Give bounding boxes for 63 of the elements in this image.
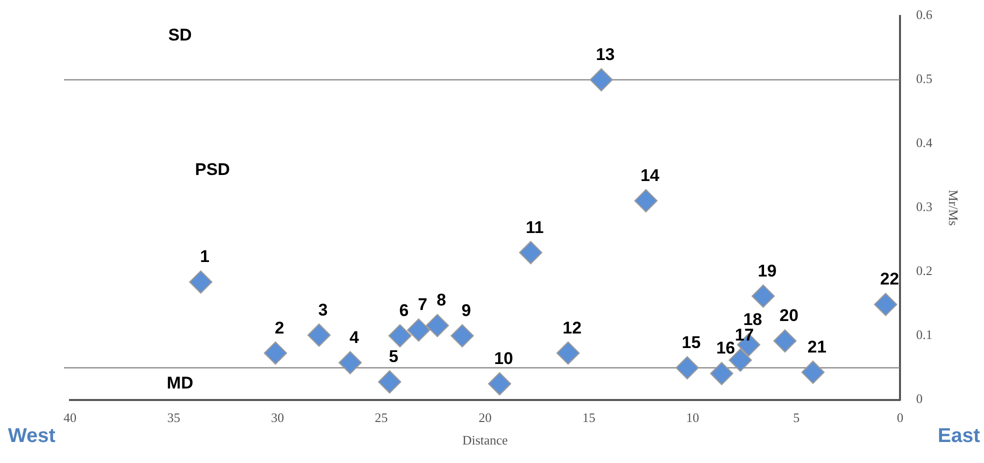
annotation: 8: [436, 290, 446, 310]
text: West: [8, 425, 56, 448]
point: [378, 370, 402, 394]
point: [450, 324, 474, 348]
x-tick-label: 5: [793, 410, 800, 426]
text: East: [938, 425, 980, 448]
point: [676, 356, 699, 380]
point: [307, 324, 331, 347]
x-axis-title: Distance: [462, 432, 508, 448]
annotation: 9: [462, 300, 471, 320]
annotation: 13: [596, 44, 615, 64]
point: [426, 314, 449, 338]
y-axis-title: Mr/Ms: [946, 190, 961, 226]
point: [556, 341, 580, 365]
x-tick-label: 0: [896, 410, 904, 426]
annotation: PSD: [195, 160, 230, 180]
y-tick-label: 0.1: [916, 327, 932, 342]
x-tick-label: 40: [64, 410, 76, 426]
annotation: 21: [808, 337, 826, 356]
point: [407, 318, 430, 342]
ref-line-label: SD: [168, 25, 192, 44]
annotation: 11: [526, 218, 544, 237]
annotation: 4: [349, 328, 360, 347]
annotation: 22: [880, 270, 900, 289]
x-tick-label: 25: [374, 410, 388, 426]
y-tick-label: 0.6: [916, 7, 933, 22]
annotation: 10: [494, 348, 514, 368]
annotation: 15: [682, 332, 701, 352]
x-tick-label: 10: [686, 410, 700, 426]
point: [264, 341, 288, 365]
y-tick-label: 0.3: [916, 199, 932, 214]
annotation: 3: [318, 300, 328, 320]
point: [519, 241, 542, 264]
y-tick-label: 0.2: [916, 263, 932, 278]
annotation: 7: [418, 295, 428, 314]
point: [773, 329, 797, 353]
annotation: 19: [758, 261, 777, 280]
point: [634, 189, 658, 212]
annotation: 5: [388, 347, 398, 366]
x-tick-label: 20: [478, 410, 492, 426]
point: [590, 68, 613, 92]
point: [710, 362, 734, 386]
y-tick-label: 0.5: [916, 71, 932, 86]
point: [338, 351, 362, 374]
annotation: 12: [562, 318, 582, 338]
point: [874, 292, 898, 316]
annotation: 2: [274, 318, 284, 338]
point: [388, 324, 412, 348]
annotation: 14: [640, 166, 660, 185]
annotation: 6: [399, 300, 409, 320]
annotation: 16: [716, 338, 736, 358]
ref-line-label: MD: [166, 373, 194, 392]
x-tick-label: 15: [582, 410, 596, 426]
point: [752, 284, 775, 308]
y-tick-label: 0: [916, 391, 923, 406]
annotation: 1: [200, 247, 210, 266]
point: [488, 372, 512, 396]
y-tick-label: 0.4: [916, 135, 933, 150]
point: [189, 270, 212, 294]
x-tick-label: 35: [167, 410, 180, 426]
annotation: 20: [780, 306, 798, 326]
x-tick-label: 30: [271, 410, 284, 426]
point: [801, 360, 825, 384]
